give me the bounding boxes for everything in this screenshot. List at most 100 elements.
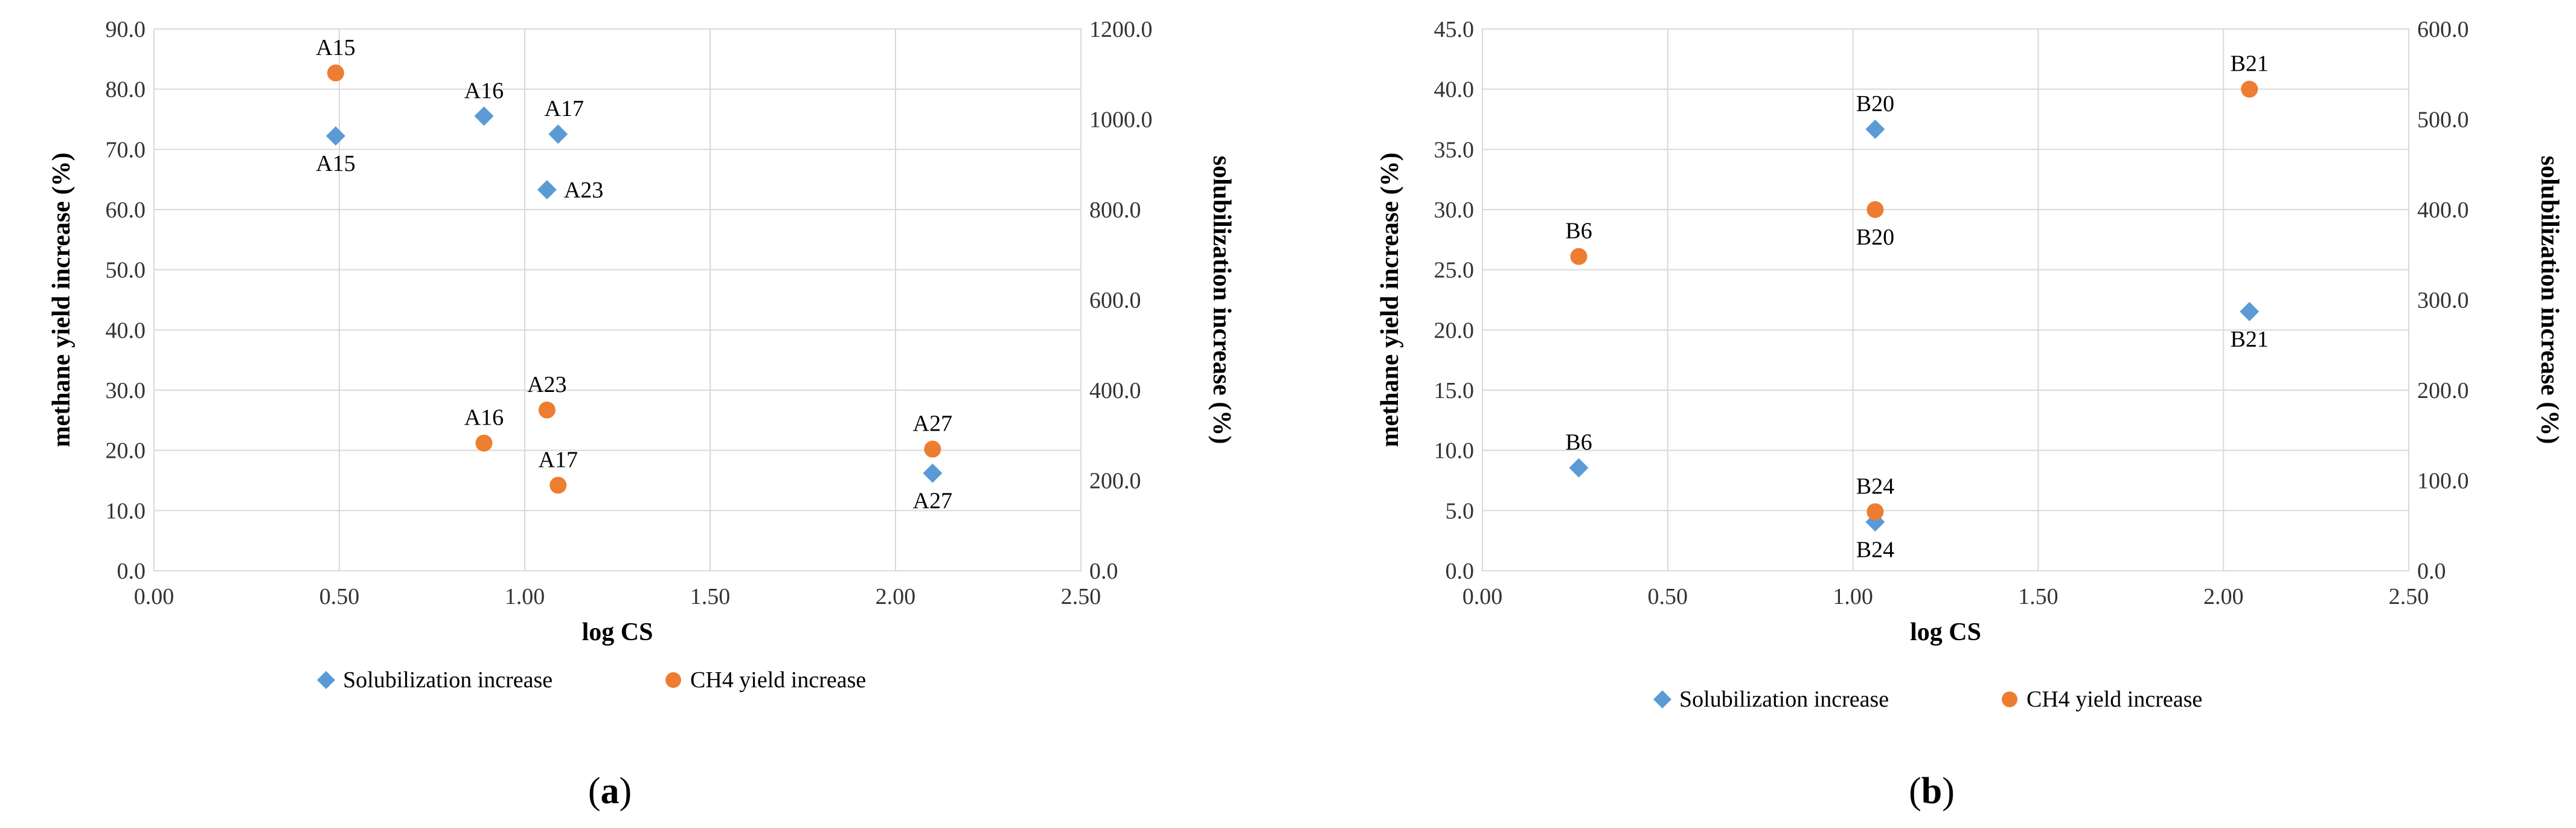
- point-label: B20: [1856, 91, 1894, 117]
- point-label: B24: [1856, 473, 1894, 499]
- point-label: A17: [539, 447, 578, 472]
- y-tick-label: 30.0: [1434, 197, 1475, 223]
- legend-circle-icon: [665, 672, 681, 688]
- solubilization-point: [548, 124, 568, 144]
- x-tick-label: 0.00: [1463, 584, 1503, 609]
- solubilization-point: [923, 463, 943, 483]
- plot-area: [1482, 28, 2409, 571]
- y-tick-label: 15.0: [1434, 378, 1475, 403]
- y2-tick-label: 1000.0: [1089, 108, 1153, 133]
- chart-panel-a: 0.0 10.0 20.0 30.0 40.0 50.0 60.0 70.0 80.0 90.0 0…: [48, 17, 1235, 812]
- x-tick-label: 0.50: [319, 584, 360, 609]
- y2-tick-label: 600.0: [2417, 17, 2469, 42]
- ch4-point: [1866, 201, 1884, 218]
- y2-tick-label: 600.0: [1089, 288, 1141, 313]
- solubilization-point: [2240, 301, 2260, 321]
- legend-diamond-icon: [317, 671, 335, 689]
- y2-tick-label: 1200.0: [1089, 17, 1153, 42]
- y-tick-label: 5.0: [1446, 498, 1475, 524]
- legend-label-solubilization: Solubilization increase: [1679, 687, 1889, 712]
- solubilization-point: [1569, 458, 1589, 478]
- solubilization-point: [1865, 119, 1885, 139]
- y-tick-label: 45.0: [1434, 17, 1475, 42]
- chart-a-svg: 0.0 10.0 20.0 30.0 40.0 50.0 60.0 70.0 80.0 90.0 0…: [48, 17, 1235, 812]
- y2-axis-title: solubilization increase (%): [2536, 156, 2563, 444]
- y2-tick-label: 200.0: [2417, 378, 2469, 403]
- point-label: B20: [1856, 225, 1894, 250]
- legend-label-solubilization: Solubilization increase: [343, 667, 553, 693]
- legend-diamond-icon: [1653, 690, 1671, 708]
- y-tick-label: 0.0: [1446, 559, 1475, 584]
- point-label: A16: [464, 78, 504, 103]
- point-label: A17: [545, 96, 584, 121]
- y-tick-label: 0.0: [117, 559, 146, 584]
- ch4-point: [1866, 503, 1884, 521]
- y-tick-label: 60.0: [106, 197, 146, 223]
- x-tick-label: 1.00: [1833, 584, 1873, 609]
- x-tick-label: 1.00: [505, 584, 545, 609]
- point-label: A23: [564, 178, 603, 203]
- y-tick-label: 10.0: [1434, 438, 1475, 464]
- y-tick-label: 40.0: [106, 318, 146, 343]
- y2-tick-label: 800.0: [1089, 197, 1141, 223]
- y-tick-label: 50.0: [106, 258, 146, 283]
- x-tick-label: 0.50: [1648, 584, 1688, 609]
- ch4-point: [475, 434, 493, 452]
- ch4-point: [924, 440, 941, 458]
- point-label: A15: [316, 35, 355, 60]
- point-label: B6: [1565, 430, 1592, 455]
- y-tick-label: 10.0: [106, 498, 146, 524]
- legend-label-ch4: CH4 yield increase: [2027, 687, 2202, 712]
- y2-tick-label: 300.0: [2417, 288, 2469, 313]
- chart-panel-b: 0.0 5.0 10.0 15.0 20.0 25.0 30.0 35.0 40.0 45.0 0.…: [1288, 0, 2576, 828]
- point-label: A23: [527, 372, 566, 397]
- y2-tick-label: 0.0: [2417, 559, 2446, 584]
- point-label: A27: [913, 411, 952, 437]
- solubilization-point: [537, 180, 557, 200]
- x-tick-label: 1.50: [2018, 584, 2059, 609]
- y-tick-label: 25.0: [1434, 258, 1475, 283]
- ch4-point: [1570, 248, 1588, 265]
- x-tick-label: 1.50: [690, 584, 731, 609]
- y2-tick-label: 200.0: [1089, 469, 1141, 494]
- x-tick-label: 2.50: [1061, 584, 1101, 609]
- y-tick-label: 30.0: [106, 378, 146, 403]
- ch4-point: [538, 401, 556, 419]
- panel-caption: (a): [588, 771, 632, 812]
- x-axis-title: log CS: [1910, 618, 1981, 646]
- point-label: B21: [2230, 327, 2268, 352]
- y2-tick-label: 400.0: [2417, 197, 2469, 223]
- solubilization-point: [474, 106, 494, 126]
- y-tick-label: 35.0: [1434, 137, 1475, 162]
- ch4-point: [2241, 80, 2258, 98]
- y2-tick-label: 100.0: [2417, 469, 2469, 494]
- chart-b-svg: 0.0 5.0 10.0 15.0 20.0 25.0 30.0 35.0 40.0 45.0 0.…: [1376, 17, 2563, 812]
- point-label: A15: [316, 151, 355, 176]
- point-label: A27: [913, 489, 952, 514]
- y2-axis-title: solubilization increase (%): [1208, 156, 1235, 444]
- point-label: B6: [1565, 219, 1592, 244]
- y2-tick-label: 0.0: [1089, 559, 1118, 584]
- y-tick-label: 20.0: [1434, 318, 1475, 343]
- y-tick-label: 40.0: [1434, 77, 1475, 103]
- y2-tick-label: 400.0: [1089, 378, 1141, 403]
- solubilization-point: [325, 126, 345, 146]
- y-axis-title: methane yield increase (%): [48, 153, 75, 448]
- x-tick-label: 2.00: [2203, 584, 2244, 609]
- ch4-point: [549, 477, 567, 494]
- point-label: B24: [1856, 537, 1894, 562]
- x-tick-label: 2.00: [876, 584, 916, 609]
- x-tick-label: 0.00: [134, 584, 175, 609]
- point-label: A16: [464, 405, 504, 431]
- legend-circle-icon: [2002, 692, 2017, 707]
- x-axis-title: log CS: [582, 618, 653, 646]
- ch4-point: [327, 64, 344, 82]
- legend-label-ch4: CH4 yield increase: [690, 667, 866, 693]
- y-tick-label: 80.0: [106, 77, 146, 103]
- y2-tick-label: 500.0: [2417, 108, 2469, 133]
- point-label: B21: [2230, 51, 2268, 77]
- y-tick-label: 20.0: [106, 438, 146, 464]
- y-axis-title: methane yield increase (%): [1376, 153, 1404, 448]
- y-tick-label: 90.0: [106, 17, 146, 42]
- y-tick-label: 70.0: [106, 137, 146, 162]
